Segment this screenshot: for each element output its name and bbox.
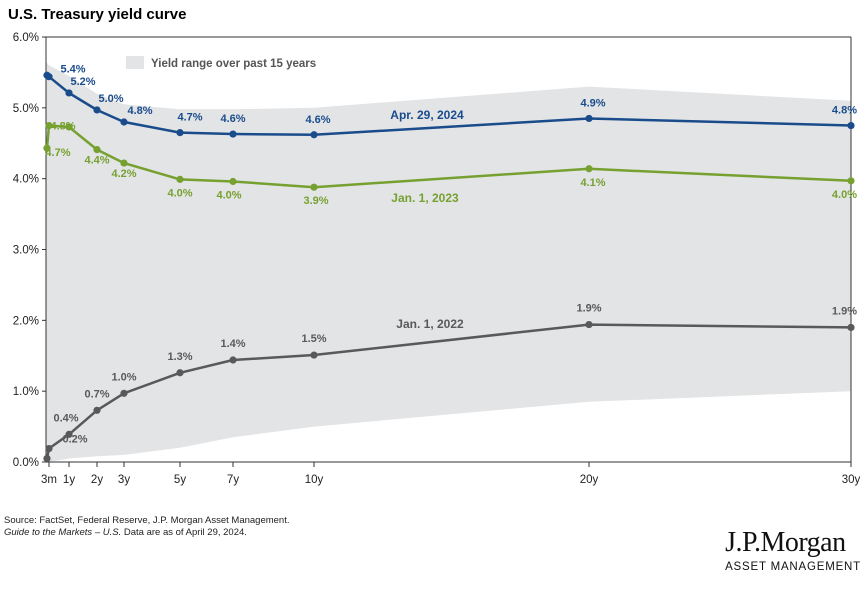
y-tick-label: 4.0% bbox=[13, 174, 39, 186]
data-label: 3.9% bbox=[303, 195, 328, 207]
data-point bbox=[45, 444, 53, 453]
x-tick-label: 30y bbox=[842, 474, 861, 486]
data-label: 1.0% bbox=[111, 371, 136, 383]
legend-label-range: Yield range over past 15 years bbox=[151, 58, 316, 70]
asof-note: Data are as of April 29, 2024. bbox=[121, 527, 247, 538]
data-label: 4.2% bbox=[111, 168, 136, 180]
data-label: 4.0% bbox=[832, 189, 857, 201]
jpmorgan-logo: J.P.Morgan ASSET MANAGEMENT bbox=[725, 527, 861, 573]
data-point bbox=[120, 159, 128, 167]
data-label: 0.7% bbox=[84, 388, 109, 400]
series-name-label: Jan. 1, 2023 bbox=[391, 191, 459, 205]
data-point bbox=[45, 73, 53, 81]
data-label: 1.5% bbox=[301, 333, 326, 345]
series-line-3 bbox=[45, 323, 852, 459]
y-tick-label: 6.0% bbox=[13, 32, 39, 44]
y-tick-label: 2.0% bbox=[13, 315, 39, 327]
data-point bbox=[847, 177, 855, 185]
guide-title: Guide to the Markets – U.S. bbox=[4, 527, 122, 538]
x-tick-label: 2y bbox=[91, 474, 103, 486]
data-point bbox=[310, 131, 318, 139]
data-point bbox=[585, 114, 593, 123]
legend-swatch-range bbox=[126, 56, 144, 69]
data-point bbox=[847, 323, 855, 332]
data-label: 4.1% bbox=[580, 177, 605, 189]
y-tick-label: 0.0% bbox=[13, 457, 39, 469]
y-tick-label: 5.0% bbox=[13, 103, 39, 115]
yield-range-band bbox=[46, 61, 851, 463]
x-tick-label: 1y bbox=[63, 474, 75, 486]
series-name-label: Apr. 29, 2024 bbox=[390, 108, 464, 122]
data-point bbox=[847, 121, 855, 130]
data-point bbox=[43, 144, 51, 152]
data-label: 5.2% bbox=[70, 76, 95, 88]
data-point bbox=[65, 430, 73, 438]
data-point bbox=[229, 130, 237, 138]
data-point bbox=[45, 121, 53, 130]
logo-subtitle: ASSET MANAGEMENT bbox=[725, 561, 861, 573]
data-label: 4.0% bbox=[167, 187, 192, 199]
data-label: 4.9% bbox=[580, 97, 605, 109]
x-tick-label: 7y bbox=[227, 474, 239, 486]
data-point bbox=[585, 165, 593, 173]
data-point bbox=[176, 175, 184, 183]
x-tick-label: 5y bbox=[174, 474, 186, 486]
data-point bbox=[229, 356, 237, 364]
data-point bbox=[93, 106, 101, 114]
data-label: 4.7% bbox=[45, 147, 70, 159]
data-label: 4.8% bbox=[127, 105, 152, 117]
data-label: 1.9% bbox=[576, 303, 601, 315]
data-label: 4.6% bbox=[220, 113, 245, 125]
chart-footer: Source: FactSet, Federal Reserve, J.P. M… bbox=[4, 515, 290, 539]
series-name-label: Jan. 1, 2022 bbox=[396, 317, 464, 331]
data-label: 4.7% bbox=[177, 112, 202, 124]
data-point bbox=[585, 320, 593, 329]
source-note: Source: FactSet, Federal Reserve, J.P. M… bbox=[4, 515, 290, 526]
data-point bbox=[65, 89, 73, 97]
data-point bbox=[65, 123, 73, 131]
data-point bbox=[93, 406, 101, 414]
data-label: 4.6% bbox=[305, 114, 330, 126]
data-point bbox=[310, 183, 318, 191]
guide-note: Guide to the Markets – U.S. Data are as … bbox=[4, 527, 247, 538]
data-point bbox=[93, 146, 101, 154]
data-point bbox=[120, 389, 128, 397]
data-label: 4.8% bbox=[832, 105, 857, 117]
chart-title: U.S. Treasury yield curve bbox=[8, 6, 187, 23]
data-label: 5.0% bbox=[98, 93, 123, 105]
series-line-2 bbox=[45, 124, 852, 189]
data-label: 5.4% bbox=[60, 64, 85, 76]
y-tick-label: 1.0% bbox=[13, 386, 39, 398]
data-label: 0.4% bbox=[53, 412, 78, 424]
data-point bbox=[310, 351, 318, 359]
x-tick-label: 20y bbox=[580, 474, 599, 486]
data-point bbox=[229, 177, 237, 186]
yield-curve-chart: 0.0% 1.0% 2.0% 3.0% 4.0% 5.0% 6.0% 3m 1y 2y 3y 5y 7y… bbox=[13, 32, 861, 486]
data-point bbox=[176, 369, 184, 377]
x-tick-label: 10y bbox=[305, 474, 324, 486]
x-tick-label: 3y bbox=[118, 474, 130, 486]
data-label: 4.4% bbox=[84, 155, 109, 167]
x-tick-label: 3m bbox=[41, 474, 57, 486]
data-label: 1.4% bbox=[220, 338, 245, 350]
logo-brand: J.P.Morgan bbox=[725, 527, 846, 558]
data-label: 1.3% bbox=[167, 351, 192, 363]
data-label: 1.9% bbox=[832, 305, 857, 317]
y-tick-label: 3.0% bbox=[13, 245, 39, 257]
data-point bbox=[120, 118, 128, 126]
data-label: 4.0% bbox=[216, 190, 241, 202]
data-point bbox=[43, 454, 51, 463]
data-point bbox=[176, 129, 184, 137]
series-line-1 bbox=[46, 74, 852, 137]
